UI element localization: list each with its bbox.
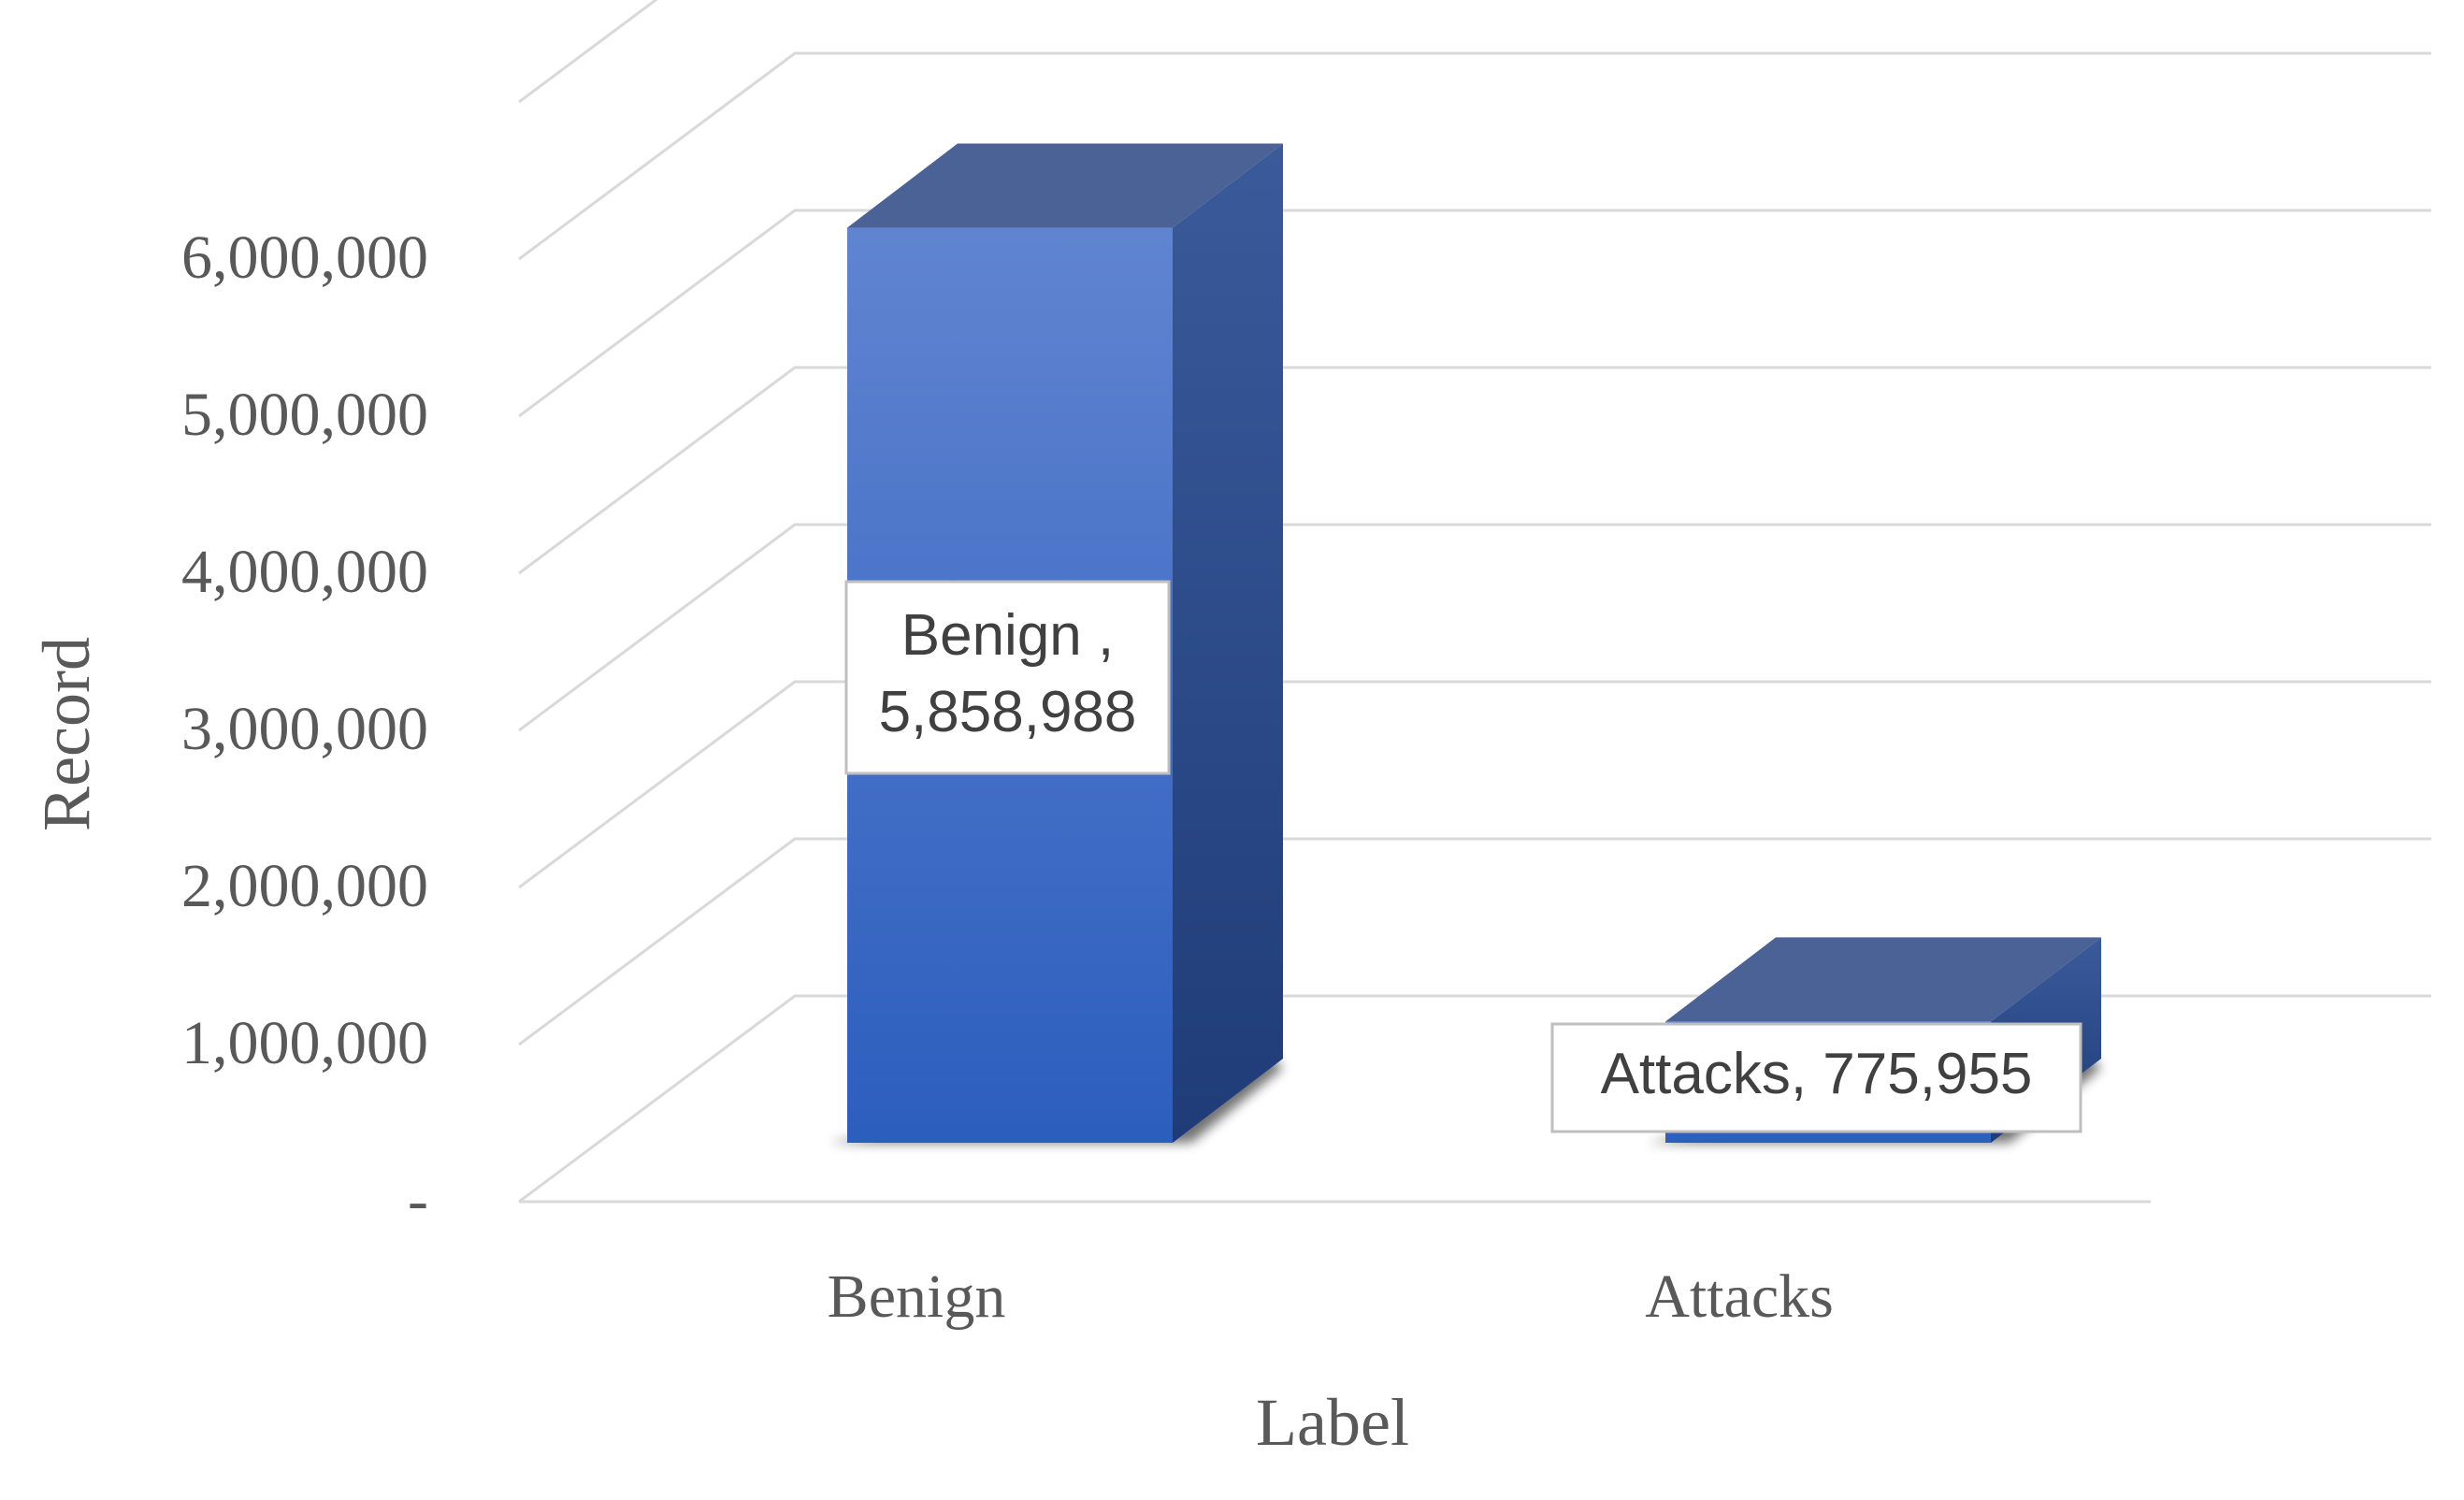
bar-top-face	[847, 143, 1283, 228]
gridline	[518, 680, 2431, 889]
gridline	[518, 51, 2431, 261]
floor-gridline	[518, 994, 2431, 1204]
gridline	[518, 837, 2431, 1046]
data-label-text: Benign ,	[901, 603, 1115, 668]
y-tick-label: -	[408, 1166, 428, 1234]
gridline	[518, 0, 658, 104]
x-tick-label: Benign	[828, 1262, 1006, 1331]
y-tick-label: 1,000,000	[181, 1009, 428, 1077]
bar-top-face	[1665, 937, 2101, 1022]
bar-side-face	[1173, 143, 1283, 1144]
data-label: Attacks, 775,955	[1550, 1022, 2082, 1133]
data-label-text: 5,858,988	[879, 680, 1137, 744]
gridline	[518, 209, 2431, 418]
gridline	[518, 523, 2431, 732]
x-axis-title: Label	[1256, 1385, 1409, 1460]
data-label: Benign , 5,858,988	[844, 580, 1171, 775]
x-tick-label: Attacks	[1645, 1262, 1834, 1331]
data-labels: Benign , 5,858,988 Attacks, 775,955	[844, 580, 2082, 1133]
y-tick-label: 3,000,000	[181, 695, 428, 763]
data-label-box	[1550, 1022, 2082, 1133]
gridlines	[518, 0, 2431, 1204]
y-tick-label: 6,000,000	[181, 224, 428, 292]
y-axis-title: Record	[29, 637, 104, 831]
y-tick-label: 4,000,000	[181, 538, 428, 606]
y-tick-label: 2,000,000	[181, 852, 428, 920]
gridline	[518, 366, 2431, 575]
y-tick-label: 5,000,000	[181, 381, 428, 449]
data-label-box	[844, 580, 1171, 775]
y-axis-ticks: - 1,000,000 2,000,000 3,000,000 4,000,000 5,0…	[181, 224, 428, 1234]
data-label-text: Attacks, 775,955	[1601, 1042, 2033, 1106]
x-axis-ticks: Benign Attacks	[828, 1262, 1834, 1331]
